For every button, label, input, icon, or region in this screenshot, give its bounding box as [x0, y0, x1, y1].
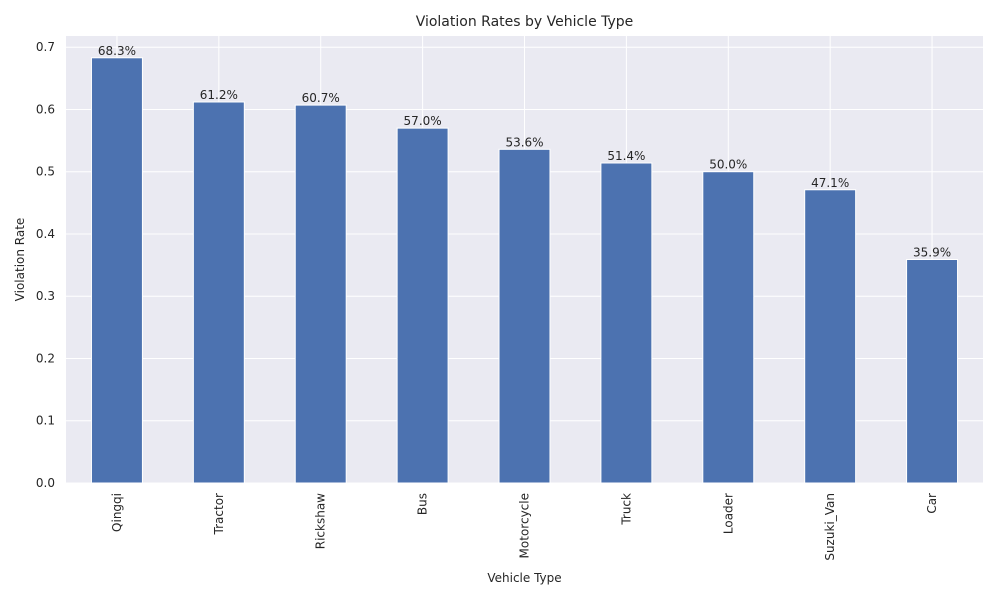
y-tick-label: 0.7	[36, 40, 55, 54]
x-tick-label: Motorcycle	[518, 493, 532, 558]
y-tick-label: 0.2	[36, 351, 55, 365]
x-axis-ticks: Qingqi Tractor Rickshaw Bus Motorcycle Truck L…	[110, 493, 939, 561]
y-tick-label: 0.6	[36, 102, 55, 116]
bars	[90, 57, 959, 484]
y-axis-ticks: 0.0 0.1 0.2 0.3 0.4 0.5 0.6 0.7	[36, 40, 55, 490]
data-label: 60.7%	[302, 91, 340, 105]
chart-title: Violation Rates by Vehicle Type	[416, 14, 634, 30]
data-label: 51.4%	[607, 149, 645, 163]
data-label: 50.0%	[709, 158, 747, 172]
data-label: 47.1%	[811, 176, 849, 190]
data-label: 53.6%	[505, 135, 543, 149]
bar-tractor	[192, 101, 245, 484]
bar-loader	[702, 171, 755, 484]
x-tick-label: Suzuki_Van	[823, 493, 837, 561]
x-tick-label: Qingqi	[110, 493, 124, 532]
y-tick-label: 0.1	[36, 414, 55, 428]
data-label: 35.9%	[913, 246, 951, 260]
x-tick-label: Rickshaw	[314, 493, 328, 549]
y-tick-label: 0.4	[36, 227, 55, 241]
x-tick-label: Truck	[619, 493, 633, 526]
bar-bus	[396, 127, 449, 484]
data-label: 61.2%	[200, 88, 238, 102]
x-tick-label: Car	[925, 493, 939, 514]
y-axis-title: Violation Rate	[13, 218, 27, 302]
bar-motorcycle	[498, 148, 551, 484]
x-tick-label: Loader	[721, 493, 735, 534]
data-labels: 68.3% 61.2% 60.7% 57.0% 53.6% 51.4% 50.0% 47.1%…	[98, 44, 951, 260]
bar-suzuki-van	[804, 189, 857, 484]
x-tick-label: Tractor	[212, 493, 226, 535]
data-label: 68.3%	[98, 44, 136, 58]
bar-rickshaw	[294, 104, 347, 484]
data-label: 57.0%	[404, 114, 442, 128]
x-axis-title: Vehicle Type	[487, 571, 561, 585]
bar-qingqi	[90, 57, 143, 484]
y-tick-label: 0.0	[36, 476, 55, 490]
x-tick-label: Bus	[416, 493, 430, 515]
y-tick-label: 0.5	[36, 165, 55, 179]
bar-car	[906, 259, 959, 484]
bar-truck	[600, 162, 653, 484]
y-tick-label: 0.3	[36, 289, 55, 303]
